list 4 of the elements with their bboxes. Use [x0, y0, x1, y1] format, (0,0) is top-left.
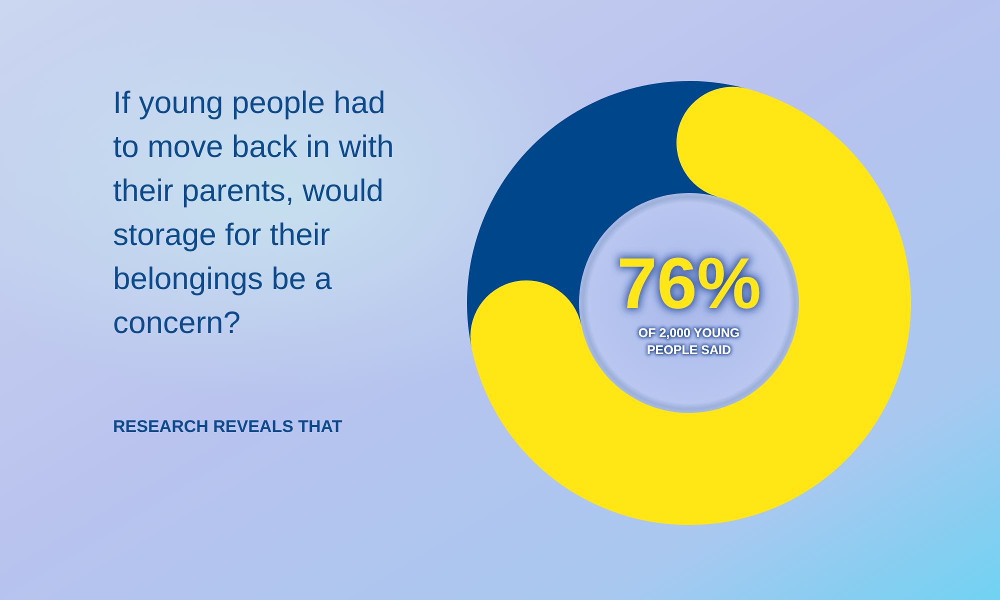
text: If young people had to move back in with their parents, would storage for their belongings be a concern? [113, 85, 394, 340]
text: OF 2,000 YOUNG PEOPLE SAID [638, 326, 740, 357]
text: RESEARCH REVEALS THAT [113, 417, 343, 436]
text: 76% [616, 244, 762, 324]
